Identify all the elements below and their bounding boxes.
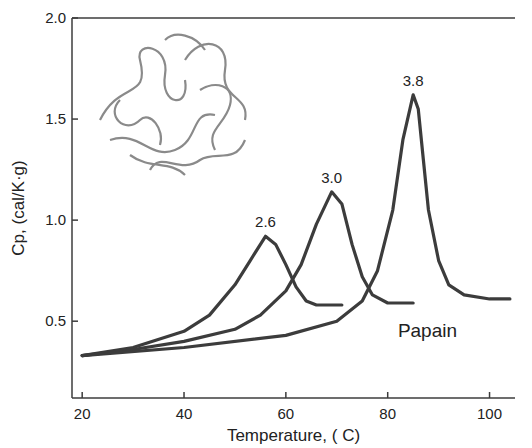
y-axis-title: Cp, (cal/K·g) bbox=[9, 160, 28, 255]
curves bbox=[82, 95, 510, 356]
series-label: 2.6 bbox=[255, 213, 276, 230]
y-axis-line bbox=[71, 18, 73, 398]
x-tick bbox=[489, 392, 491, 398]
y-tick bbox=[72, 219, 78, 221]
axes bbox=[72, 18, 515, 398]
dsc-curve bbox=[82, 236, 342, 355]
y-tick bbox=[72, 118, 78, 120]
dsc-curve bbox=[82, 95, 510, 356]
x-tick bbox=[183, 392, 185, 398]
x-tick-label: 20 bbox=[74, 405, 91, 422]
y-tick-label: 2.0 bbox=[45, 9, 66, 26]
ribbon bbox=[165, 35, 205, 50]
ribbon bbox=[185, 44, 246, 120]
series-label: 3.8 bbox=[403, 72, 424, 89]
series-label: 3.0 bbox=[321, 169, 342, 186]
top-frame-line bbox=[72, 17, 515, 19]
x-tick-label: 60 bbox=[278, 405, 295, 422]
x-tick-label: 40 bbox=[176, 405, 193, 422]
x-tick bbox=[387, 392, 389, 398]
ribbon bbox=[110, 114, 215, 152]
y-tick bbox=[72, 320, 78, 322]
ribbon bbox=[130, 155, 185, 175]
y-tick-label: 1.0 bbox=[45, 211, 66, 228]
x-axis-line bbox=[72, 397, 515, 399]
chart: 20 40 60 80 100 0.5 1.0 1.5 2.0 Temperature, ( C)… bbox=[0, 0, 532, 448]
x-tick bbox=[81, 392, 83, 398]
dsc-curve bbox=[82, 192, 413, 356]
y-tick-label: 1.5 bbox=[45, 110, 66, 127]
y-tick-label: 0.5 bbox=[45, 312, 66, 329]
annotation: Papain bbox=[398, 320, 457, 341]
ribbon bbox=[115, 100, 161, 145]
x-axis-title: Temperature, ( C) bbox=[227, 426, 360, 445]
ribbon bbox=[100, 48, 186, 120]
x-tick-label: 80 bbox=[379, 405, 396, 422]
protein-structure bbox=[100, 35, 246, 175]
x-tick bbox=[285, 392, 287, 398]
y-tick bbox=[72, 17, 78, 19]
ribbon bbox=[200, 85, 231, 150]
x-tick-label: 100 bbox=[477, 405, 502, 422]
